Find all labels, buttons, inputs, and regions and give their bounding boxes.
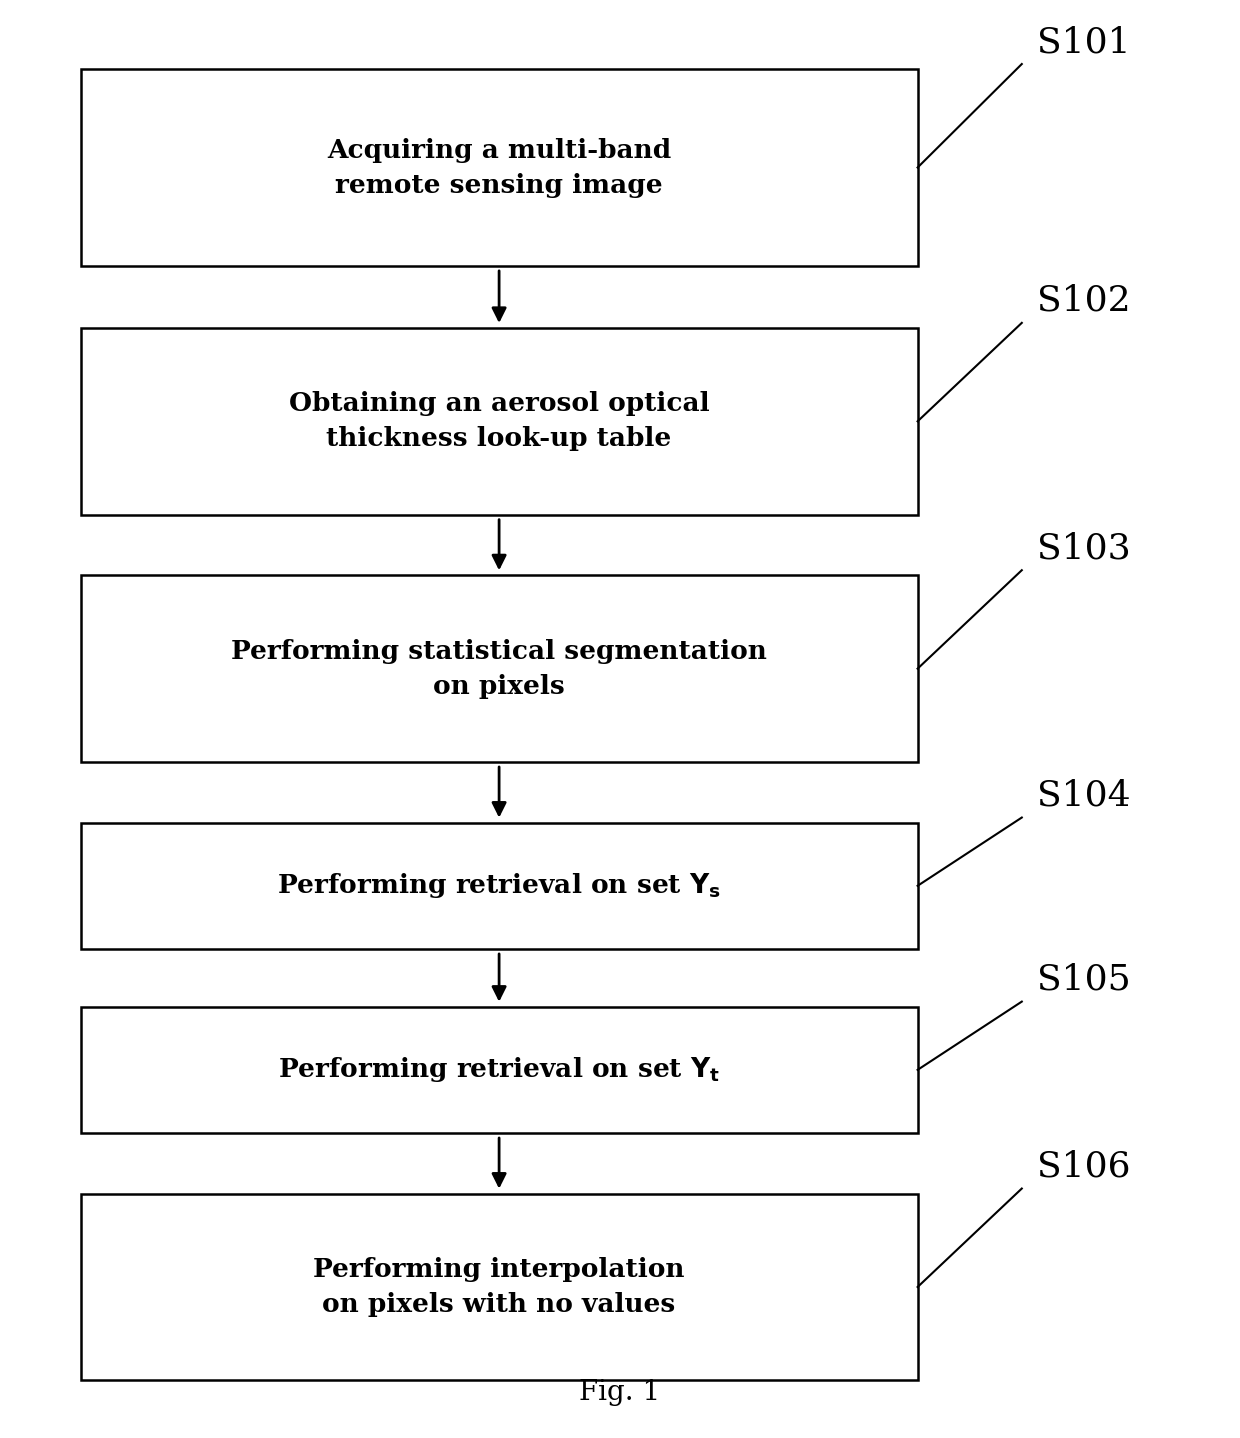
Bar bbox=[81, 69, 918, 266]
Text: Performing interpolation
on pixels with no values: Performing interpolation on pixels with … bbox=[314, 1257, 684, 1317]
Text: Performing retrieval on set $\mathbf{Y_s}$: Performing retrieval on set $\mathbf{Y_s… bbox=[278, 871, 720, 900]
Text: S103: S103 bbox=[1037, 531, 1131, 565]
Text: S101: S101 bbox=[1037, 24, 1131, 59]
Bar bbox=[81, 328, 918, 515]
Text: Performing retrieval on set $\mathbf{Y_t}$: Performing retrieval on set $\mathbf{Y_t… bbox=[278, 1055, 720, 1084]
Text: S104: S104 bbox=[1037, 778, 1131, 812]
Bar bbox=[81, 1007, 918, 1133]
Text: S105: S105 bbox=[1037, 962, 1131, 997]
Text: Fig. 1: Fig. 1 bbox=[579, 1379, 661, 1406]
Text: S106: S106 bbox=[1037, 1149, 1131, 1183]
Text: Performing statistical segmentation
on pixels: Performing statistical segmentation on p… bbox=[231, 638, 768, 699]
Text: S102: S102 bbox=[1037, 283, 1131, 318]
Bar bbox=[81, 1194, 918, 1380]
Text: Obtaining an aerosol optical
thickness look-up table: Obtaining an aerosol optical thickness l… bbox=[289, 391, 709, 452]
Text: Acquiring a multi-band
remote sensing image: Acquiring a multi-band remote sensing im… bbox=[327, 138, 671, 197]
Bar bbox=[81, 575, 918, 762]
Bar bbox=[81, 823, 918, 949]
